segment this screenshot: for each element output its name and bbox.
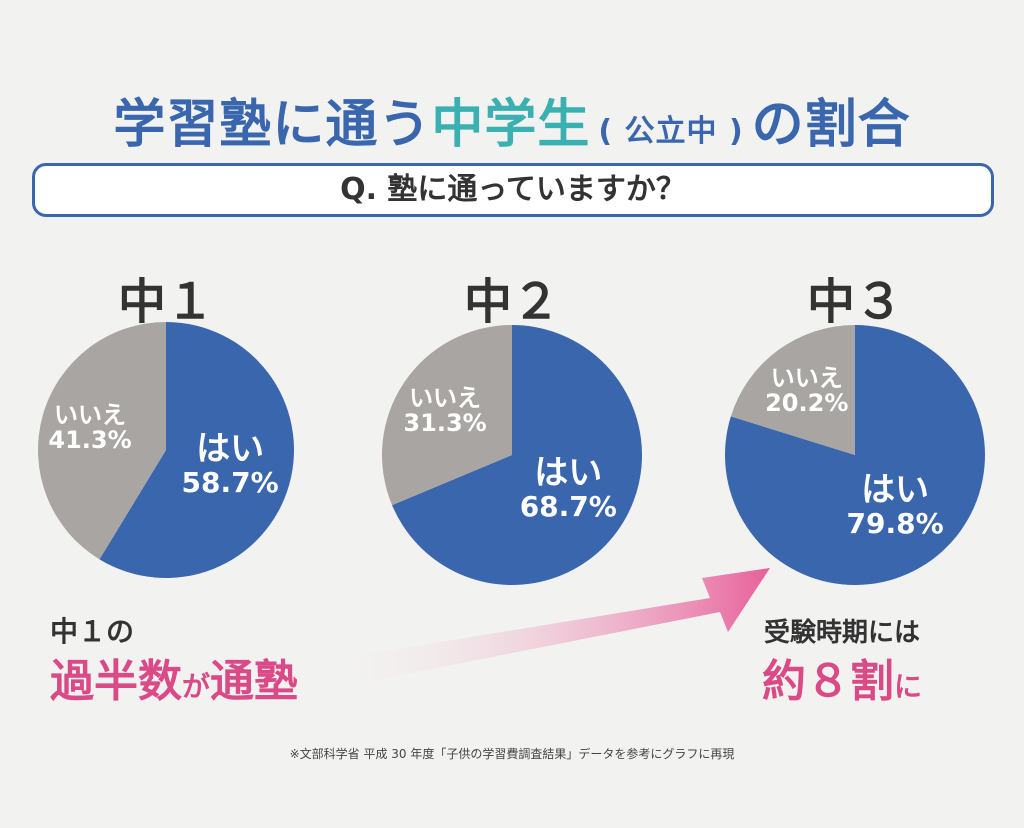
- slice-value: 31.3%: [403, 408, 487, 437]
- slice-value: 68.7%: [519, 490, 617, 524]
- note-left-a: 過半数: [50, 656, 182, 707]
- slice-label: はい: [861, 470, 930, 511]
- slice-label: はい: [534, 453, 603, 494]
- slice-value: 41.3%: [48, 426, 132, 455]
- grade-3-title: 中３: [806, 274, 903, 330]
- note-right-b: に: [894, 670, 923, 703]
- pie-2-label-yes: はい 68.7%: [498, 453, 638, 524]
- title-highlight: 中学生: [431, 95, 591, 155]
- pie-2-slice-yes: [392, 325, 642, 585]
- arrow: [330, 568, 770, 688]
- pie-3-label-no: いいえ 20.2%: [747, 364, 867, 418]
- pie-3-slice-no: [730, 325, 855, 455]
- pie-2-slice-no: [382, 325, 512, 506]
- note-left-c: 通塾: [210, 656, 299, 707]
- slice-label: いいえ: [54, 401, 127, 430]
- pie-1-slice-yes: [99, 322, 294, 578]
- note-left-b: が: [182, 670, 211, 703]
- footnote: ※文部科学省 平成 30 年度「子供の学習費調査結果」データを参考にグラフに再現: [289, 747, 735, 761]
- pie-2-label-no: いいえ 31.3%: [385, 383, 505, 437]
- pie-3-slice-yes: [724, 325, 985, 586]
- note-left-line1: 中１の: [50, 615, 135, 648]
- slice-label: はい: [196, 428, 265, 469]
- note-right-line1: 受験時期には: [764, 618, 921, 648]
- slice-value: 58.7%: [181, 465, 279, 499]
- note-right-line2: 約８割に: [762, 645, 922, 709]
- slice-label: いいえ: [409, 383, 482, 412]
- pie-1-label-no: いいえ 41.3%: [30, 401, 150, 455]
- title-part: の割合: [751, 95, 911, 155]
- question-box: Q. 塾に通っていますか？: [32, 163, 994, 217]
- pie-3-label-yes: はい 79.8%: [825, 470, 965, 541]
- grade-1-title: 中１: [117, 274, 214, 330]
- page-title: 学習塾に通う中学生( 公立中 ) の割合: [0, 82, 1024, 157]
- note-left-line2: 過半数が通塾: [50, 645, 298, 709]
- title-part: 学習塾に通う: [113, 95, 432, 155]
- grade-2-title: 中２: [463, 274, 560, 330]
- pie-1-label-yes: はい 58.7%: [160, 428, 300, 499]
- slice-label: いいえ: [770, 364, 843, 393]
- title-sub: ( 公立中 ): [598, 114, 744, 149]
- pie-1-slice-no: [37, 322, 166, 560]
- note-right-a: 約８割: [762, 656, 894, 707]
- slice-value: 79.8%: [846, 507, 944, 541]
- slice-value: 20.2%: [765, 389, 849, 418]
